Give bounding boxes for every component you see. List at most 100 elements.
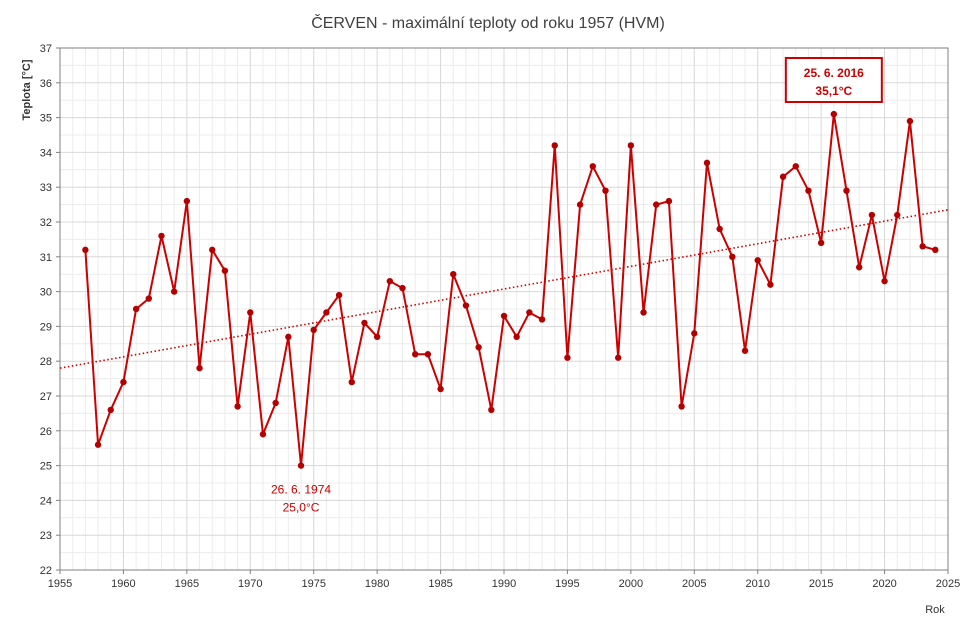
data-point (285, 333, 292, 341)
y-tick-label: 28 (40, 356, 52, 368)
data-point (399, 284, 406, 292)
y-tick-label: 35 (40, 113, 52, 125)
data-point (767, 281, 774, 288)
y-tick-label: 23 (40, 530, 52, 542)
annotation-value: 35,1°C (815, 84, 852, 98)
data-point (703, 159, 711, 167)
data-point (500, 312, 508, 320)
y-axis: 22 23 24 25 26 27 28 29 30 31 32 33 34 35 36 37 (40, 43, 60, 577)
y-tick-label: 27 (40, 391, 52, 403)
minor-grid (60, 48, 948, 570)
data-point (107, 406, 114, 414)
data-point (551, 142, 558, 149)
data-point (234, 403, 241, 410)
y-tick-label: 26 (40, 426, 52, 438)
y-tick-label: 25 (40, 461, 52, 473)
data-point (932, 246, 939, 254)
x-axis: 1955 1960 1965 1970 1975 1980 1985 1990 1995 2000… (48, 570, 960, 590)
data-point (843, 187, 850, 194)
data-point (488, 406, 495, 414)
x-tick-label: 2020 (872, 578, 896, 590)
y-tick-label: 36 (40, 78, 52, 90)
x-tick-label: 2010 (745, 578, 769, 590)
annotation-value: 25,0°C (283, 501, 320, 515)
series-line (84, 113, 936, 466)
data-point (412, 351, 419, 358)
data-point (335, 291, 343, 299)
data-point (82, 246, 89, 254)
data-point (183, 197, 191, 205)
x-tick-label: 1980 (365, 578, 389, 590)
data-point (564, 354, 571, 361)
y-tick-label: 29 (40, 321, 52, 333)
data-point (221, 267, 229, 274)
data-point (310, 326, 317, 334)
x-tick-label: 1985 (428, 578, 452, 590)
data-point (361, 319, 368, 327)
data-point (576, 201, 584, 208)
y-tick-label: 24 (40, 495, 52, 507)
annotation-box (784, 57, 883, 103)
data-point (640, 309, 647, 316)
data-point (665, 197, 673, 205)
data-point (881, 277, 888, 285)
y-tick-label: 33 (40, 182, 52, 194)
data-point (653, 201, 660, 208)
y-tick-label: 31 (40, 252, 52, 264)
data-point (120, 378, 127, 386)
data-point (170, 288, 178, 295)
data-point (196, 364, 203, 372)
y-axis-title: Teplota [°C] (21, 59, 33, 120)
data-point (209, 246, 216, 254)
data-point (906, 117, 914, 125)
data-point (323, 309, 330, 316)
data-point (805, 187, 812, 194)
data-point (462, 302, 470, 309)
data-point (94, 441, 102, 448)
data-point (526, 309, 533, 316)
data-point (145, 295, 152, 302)
data-point (247, 309, 254, 316)
data-point (894, 211, 901, 219)
data-point (158, 232, 165, 240)
y-tick-label: 32 (40, 217, 52, 229)
x-tick-label: 1960 (111, 578, 135, 590)
y-tick-label: 34 (40, 147, 52, 159)
x-tick-label: 1995 (555, 578, 579, 590)
data-point (450, 271, 457, 278)
data-point (132, 305, 140, 313)
data-point (272, 399, 279, 407)
x-tick-label: 2025 (936, 578, 960, 590)
data-point (297, 462, 305, 469)
data-point (830, 110, 838, 118)
x-tick-label: 1955 (48, 578, 72, 590)
data-point (259, 431, 267, 438)
data-point (792, 163, 799, 170)
data-point (513, 333, 520, 341)
x-tick-label: 1975 (301, 578, 325, 590)
data-point (754, 257, 761, 264)
data-point (868, 211, 876, 219)
x-tick-label: 1970 (238, 578, 262, 590)
data-point (424, 351, 432, 358)
data-point (386, 277, 394, 285)
data-point (817, 239, 825, 247)
x-tick-label: 2000 (619, 578, 643, 590)
data-point (741, 347, 749, 354)
annotation-date: 25. 6. 2016 (804, 66, 864, 80)
data-point (348, 378, 355, 386)
data-point (627, 142, 635, 149)
annotation-date: 26. 6. 1974 (271, 483, 331, 497)
data-point (589, 163, 596, 170)
data-point (919, 243, 926, 250)
data-point (475, 344, 482, 351)
data-point (437, 385, 444, 393)
data-point (729, 253, 736, 260)
x-tick-label: 2015 (809, 578, 833, 590)
y-tick-label: 22 (40, 565, 52, 577)
y-tick-label: 30 (40, 287, 52, 299)
data-point (856, 264, 863, 271)
x-tick-label: 1965 (175, 578, 199, 590)
